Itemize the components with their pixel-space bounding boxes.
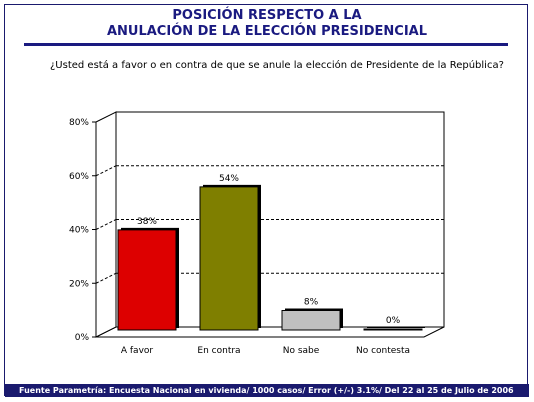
title-underline <box>24 43 508 46</box>
gridline-side <box>95 165 117 177</box>
x-category-label: A favor <box>121 346 154 356</box>
x-category-label: No sabe <box>283 346 320 356</box>
y-tick-label: 0% <box>75 333 90 343</box>
y-tick-label: 20% <box>69 279 89 289</box>
x-category-label: No contesta <box>356 346 410 356</box>
bar-value-label: 8% <box>304 298 319 308</box>
gridline-side <box>95 219 117 230</box>
page-title: POSICIÓN RESPECTO A LA ANULACIÓN DE LA E… <box>0 8 534 40</box>
bar-value-label: 54% <box>219 174 239 184</box>
title-line-1: POSICIÓN RESPECTO A LA <box>172 8 362 23</box>
source-footer: Fuente Parametría: Encuesta Nacional en … <box>5 384 529 397</box>
bar <box>363 328 423 331</box>
survey-question: ¿Usted está a favor o en contra de que s… <box>50 60 504 71</box>
bar-value-label: 38% <box>137 217 157 227</box>
y-tick-label: 60% <box>69 172 89 182</box>
y-tick-label: 40% <box>69 226 89 236</box>
bar-shadow <box>367 327 425 328</box>
y-tick-label: 80% <box>69 118 89 128</box>
bar <box>281 310 341 331</box>
bar <box>199 186 259 331</box>
bar <box>117 229 177 331</box>
gridline-side <box>95 272 117 284</box>
x-category-label: En contra <box>197 346 240 356</box>
title-line-2: ANULACIÓN DE LA ELECCIÓN PRESIDENCIAL <box>106 24 428 39</box>
bar-value-label: 0% <box>386 316 401 326</box>
